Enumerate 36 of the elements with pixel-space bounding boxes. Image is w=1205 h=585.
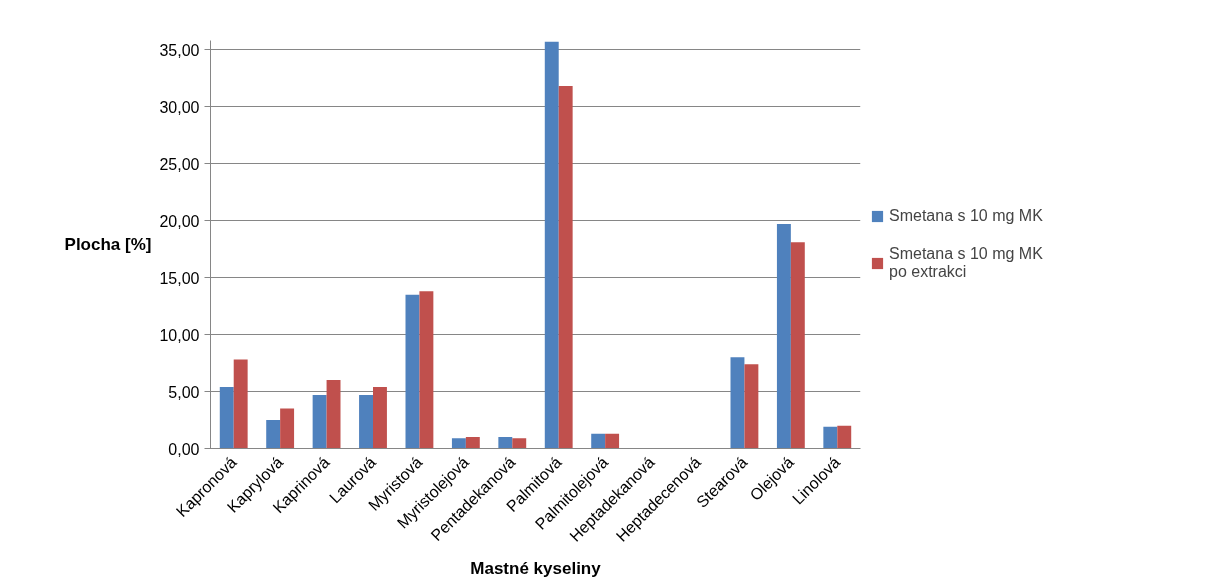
bar	[419, 291, 434, 449]
bar	[605, 433, 620, 449]
bar	[373, 386, 387, 449]
y-tick-label: 20,00	[159, 212, 200, 230]
y-tick-label: 25,00	[159, 155, 200, 173]
bar	[837, 425, 852, 449]
bar	[591, 433, 606, 449]
bar	[823, 426, 838, 449]
bar	[266, 420, 281, 449]
y-tick-label: 0,00	[168, 440, 200, 458]
y-tick-label: 15,00	[159, 269, 200, 287]
bar	[512, 438, 527, 449]
x-axis-title: Mastné kyseliny	[470, 558, 602, 578]
bar	[544, 41, 559, 449]
y-tick-label: 35,00	[159, 41, 200, 59]
bar	[280, 408, 295, 449]
bar	[451, 438, 466, 449]
bar	[558, 86, 573, 449]
bar	[744, 364, 759, 449]
bar	[405, 294, 420, 449]
bar	[359, 394, 373, 449]
bar	[776, 223, 791, 449]
bar	[233, 359, 248, 449]
y-axis-title: Plocha [%]	[64, 235, 152, 254]
bar	[465, 437, 480, 449]
bar	[498, 437, 513, 449]
bar	[219, 386, 234, 449]
bar	[730, 357, 745, 449]
legend-label: Smetana s 10 mg MK po extrakci	[889, 245, 1043, 281]
bar	[790, 242, 805, 449]
legend-label: Smetana s 10 mg MK	[889, 207, 1043, 225]
y-tick-label: 30,00	[159, 98, 200, 116]
y-tick-label: 10,00	[159, 326, 200, 344]
bar	[326, 380, 341, 449]
y-tick-label: 5,00	[168, 383, 200, 401]
bar	[312, 394, 327, 449]
